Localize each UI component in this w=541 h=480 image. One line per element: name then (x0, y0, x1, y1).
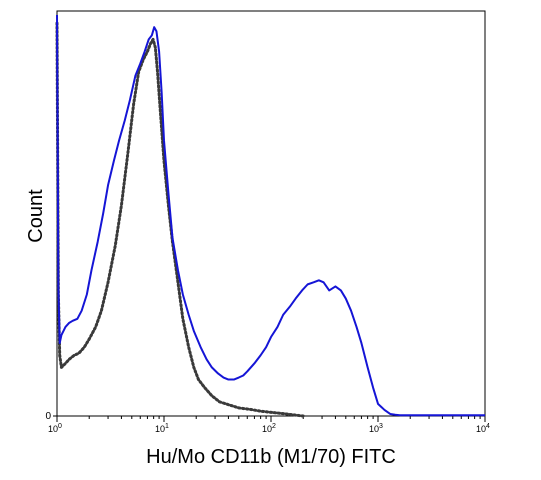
x-tick-base: 10 (262, 424, 272, 434)
y-ticks: 0 (45, 411, 57, 422)
series-line-solid (56, 15, 485, 417)
series-layer (55, 15, 485, 418)
y-tick-label: 0 (45, 411, 51, 422)
x-axis-title: Hu/Mo CD11b (M1/70) FITC (146, 446, 396, 468)
x-tick-label: 100 (48, 423, 62, 434)
y-axis-title: Count (25, 189, 47, 243)
series-line-dotted (55, 21, 305, 418)
x-tick-label: 103 (369, 423, 383, 434)
x-tick-base: 10 (369, 424, 379, 434)
x-tick-exponent: 4 (486, 423, 490, 430)
x-tick-exponent: 3 (379, 423, 383, 430)
x-tick-label: 104 (476, 423, 490, 434)
x-tick-exponent: 1 (165, 423, 169, 430)
x-tick-exponent: 2 (272, 423, 276, 430)
x-tick-base: 10 (48, 424, 58, 434)
x-tick-label: 102 (262, 423, 276, 434)
x-tick-exponent: 0 (58, 423, 62, 430)
x-tick-base: 10 (476, 424, 486, 434)
x-tick-label: 101 (155, 423, 169, 434)
x-major-ticks: 100 101 102 103 104 (48, 416, 490, 434)
x-tick-base: 10 (155, 424, 165, 434)
